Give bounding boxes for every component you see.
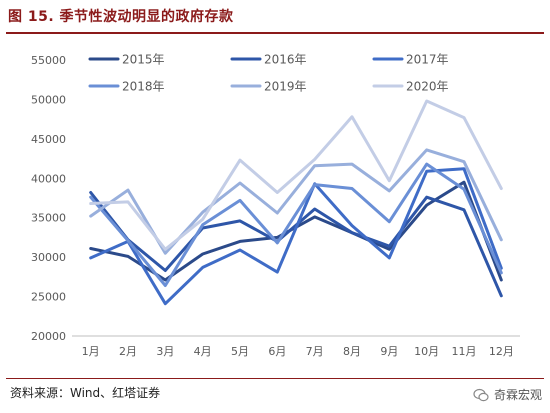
footer-divider <box>6 378 544 379</box>
x-tick-label: 3月 <box>156 345 174 358</box>
x-tick-label: 12月 <box>489 345 514 358</box>
x-tick-label: 2月 <box>119 345 137 358</box>
y-tick-label: 50000 <box>31 93 66 106</box>
legend-label: 2018年 <box>122 80 165 94</box>
legend-label: 2015年 <box>122 53 165 67</box>
y-tick-label: 30000 <box>31 251 66 264</box>
line-chart: 20000 25000 30000 35000 40000 45000 50000 55000… <box>31 53 520 358</box>
y-tick-label: 40000 <box>31 172 66 185</box>
legend-label: 2019年 <box>264 80 307 94</box>
series-line <box>89 162 503 287</box>
x-tick-label: 4月 <box>194 345 212 358</box>
watermark: 奇霖宏观 <box>473 386 542 403</box>
x-tick-label: 6月 <box>268 345 286 358</box>
wechat-icon <box>473 388 489 401</box>
x-tick-label: 5月 <box>231 345 249 358</box>
y-tick-label: 55000 <box>31 54 66 67</box>
x-tick-label: 9月 <box>380 345 398 358</box>
y-tick-label: 35000 <box>31 212 66 225</box>
series-line <box>89 167 503 306</box>
y-tick-label: 20000 <box>31 330 66 343</box>
series-line <box>89 99 503 251</box>
title-bar: 图 15. 季节性波动明显的政府存款 <box>6 4 544 34</box>
figure-title: 图 15. 季节性波动明显的政府存款 <box>8 9 234 25</box>
source-note: 资料来源：Wind、红塔证券 <box>10 386 161 400</box>
y-tick-label: 25000 <box>31 291 66 304</box>
legend-label: 2020年 <box>406 80 449 94</box>
x-tick-label: 1月 <box>82 345 100 358</box>
watermark-text: 奇霖宏观 <box>493 388 542 402</box>
x-tick-label: 7月 <box>306 345 324 358</box>
x-tick-label: 8月 <box>343 345 361 358</box>
y-tick-label: 45000 <box>31 133 66 146</box>
legend-label: 2017年 <box>406 53 449 67</box>
legend-label: 2016年 <box>264 53 307 67</box>
x-tick-label: 11月 <box>452 345 477 358</box>
x-tick-label: 10月 <box>414 345 439 358</box>
